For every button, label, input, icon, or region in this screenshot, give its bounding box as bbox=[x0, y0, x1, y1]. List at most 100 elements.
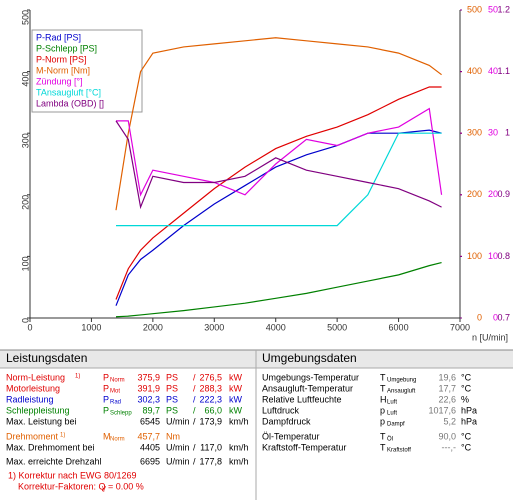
cell-u2: kW bbox=[229, 383, 243, 393]
cell-label: Schleppleistung bbox=[6, 405, 70, 415]
cell-v2: 173,9 bbox=[199, 416, 222, 426]
cell-sym: T bbox=[380, 372, 386, 382]
cell-sym: p bbox=[380, 405, 385, 415]
cell-v1: 457,7 bbox=[137, 431, 160, 441]
series-line bbox=[115, 37, 442, 211]
cell-v1: 1017,6 bbox=[428, 405, 456, 415]
y-tick-label: 300 bbox=[20, 133, 30, 148]
cell-v1: 90,0 bbox=[438, 431, 456, 441]
y2-tick-label: 500 bbox=[467, 4, 482, 14]
cell-v1: 6695 bbox=[140, 456, 160, 466]
cell-sym: p bbox=[380, 416, 385, 426]
legend-entry: Zündung [°] bbox=[36, 76, 83, 86]
x-tick-label: 4000 bbox=[266, 322, 286, 332]
cell-label: Relative Luftfeuchte bbox=[262, 394, 342, 404]
y-tick-label: 100 bbox=[20, 256, 30, 271]
cell-slash: / bbox=[193, 394, 196, 404]
y2-tick-label: 400 bbox=[467, 66, 482, 76]
cell-slash: / bbox=[193, 442, 196, 452]
cell-v2: 288,3 bbox=[199, 383, 222, 393]
series-line bbox=[115, 86, 442, 300]
y4-tick-label: 1.2 bbox=[497, 4, 510, 14]
cell-v2: 222,3 bbox=[199, 394, 222, 404]
cell-u1: Nm bbox=[166, 431, 180, 441]
legend-entry: Lambda (OBD) [] bbox=[36, 98, 104, 108]
x-tick-label: 6000 bbox=[389, 322, 409, 332]
cell-slash: / bbox=[193, 405, 196, 415]
cell-v1: 302,3 bbox=[137, 394, 160, 404]
section-title: Umgebungsdaten bbox=[262, 351, 357, 365]
y2-tick-label: 0 bbox=[477, 312, 482, 322]
cell-v1: 6545 bbox=[140, 416, 160, 426]
cell-v1: 17,7 bbox=[438, 383, 456, 393]
cell-v2: 276,5 bbox=[199, 372, 222, 382]
cell-u1: hPa bbox=[461, 416, 477, 426]
cell-sub: Kraftstoff bbox=[387, 448, 411, 454]
cell-u1: °C bbox=[461, 431, 472, 441]
cell-sub: Mot bbox=[110, 389, 120, 395]
x-axis-label: n [U/min] bbox=[472, 332, 508, 342]
y2-tick-label: 100 bbox=[467, 251, 482, 261]
series-line bbox=[115, 261, 442, 318]
cell-sub: Umgebung bbox=[387, 378, 416, 384]
cell-sub: Norm bbox=[110, 437, 125, 443]
cell-label: Max. Drehmoment bei bbox=[6, 442, 95, 452]
cell-label: Umgebungs-Temperatur bbox=[262, 372, 359, 382]
cell-u1: PS bbox=[166, 394, 178, 404]
cell-u1: hPa bbox=[461, 405, 477, 415]
x-tick-label: 3000 bbox=[204, 322, 224, 332]
cell-v1: ---,- bbox=[442, 442, 457, 452]
cell-label: Max. Leistung bei bbox=[6, 416, 77, 426]
cell-v1: 19,6 bbox=[438, 372, 456, 382]
cell-u1: U/min bbox=[166, 416, 190, 426]
cell-u1: % bbox=[461, 394, 469, 404]
x-tick-label: 5000 bbox=[327, 322, 347, 332]
series-line bbox=[116, 132, 442, 227]
cell-u1: °C bbox=[461, 442, 472, 452]
cell-slash: / bbox=[193, 416, 196, 426]
cell-u2: kW bbox=[229, 372, 243, 382]
y-tick-label: 400 bbox=[20, 72, 30, 87]
cell-sym: P bbox=[103, 405, 109, 415]
cell-label: Motorleistung bbox=[6, 383, 60, 393]
y-tick-label: 500 bbox=[20, 10, 30, 25]
y3-tick-label: 10 bbox=[488, 251, 498, 261]
cell-u1: U/min bbox=[166, 442, 190, 452]
cell-sub: Luft bbox=[387, 411, 397, 417]
legend-entry: TAnsaugluft [°C] bbox=[36, 87, 101, 97]
cell-v2: 177,8 bbox=[199, 456, 222, 466]
cell-u1: °C bbox=[461, 372, 472, 382]
cell-v2: 117,0 bbox=[200, 442, 222, 452]
cell-v1: 5,2 bbox=[443, 416, 456, 426]
cell-label: Norm-Leistung bbox=[6, 372, 65, 382]
legend-entry: P-Schlepp [PS] bbox=[36, 43, 97, 53]
y-tick-label: 0 bbox=[20, 318, 30, 323]
cell-v1: 375,9 bbox=[137, 372, 160, 382]
cell-u2: kW bbox=[229, 394, 243, 404]
series-line bbox=[116, 107, 443, 197]
cell-sym: P bbox=[103, 372, 109, 382]
cell-label: Dampfdruck bbox=[262, 416, 311, 426]
cell-u2: km/h bbox=[229, 456, 249, 466]
cell-sym: T bbox=[380, 442, 386, 452]
y4-tick-label: 0.7 bbox=[497, 312, 510, 322]
cell-sub: Schlepp bbox=[110, 411, 132, 417]
cell-sym: H bbox=[380, 394, 387, 404]
x-tick-label: 1000 bbox=[81, 322, 101, 332]
x-tick-label: 0 bbox=[27, 322, 32, 332]
legend-entry: M-Norm [Nm] bbox=[36, 65, 90, 75]
series-line bbox=[115, 129, 442, 306]
y2-tick-label: 300 bbox=[467, 128, 482, 138]
section-title: Leistungsdaten bbox=[6, 351, 87, 365]
cell-v1: 22,6 bbox=[438, 394, 456, 404]
series-line bbox=[115, 120, 442, 210]
legend-entry: P-Rad [PS] bbox=[36, 32, 81, 42]
y-tick-label: 200 bbox=[20, 195, 30, 210]
y3-tick-label: 50 bbox=[488, 4, 498, 14]
cell-sub: Dampf bbox=[387, 422, 405, 428]
cell-label: Radleistung bbox=[6, 394, 54, 404]
cell-v2: 66,0 bbox=[204, 405, 222, 415]
cell-label: Max. erreichte Drehzahl bbox=[6, 456, 102, 466]
footnote: Korrektur-Faktoren: Q bbox=[18, 481, 106, 491]
